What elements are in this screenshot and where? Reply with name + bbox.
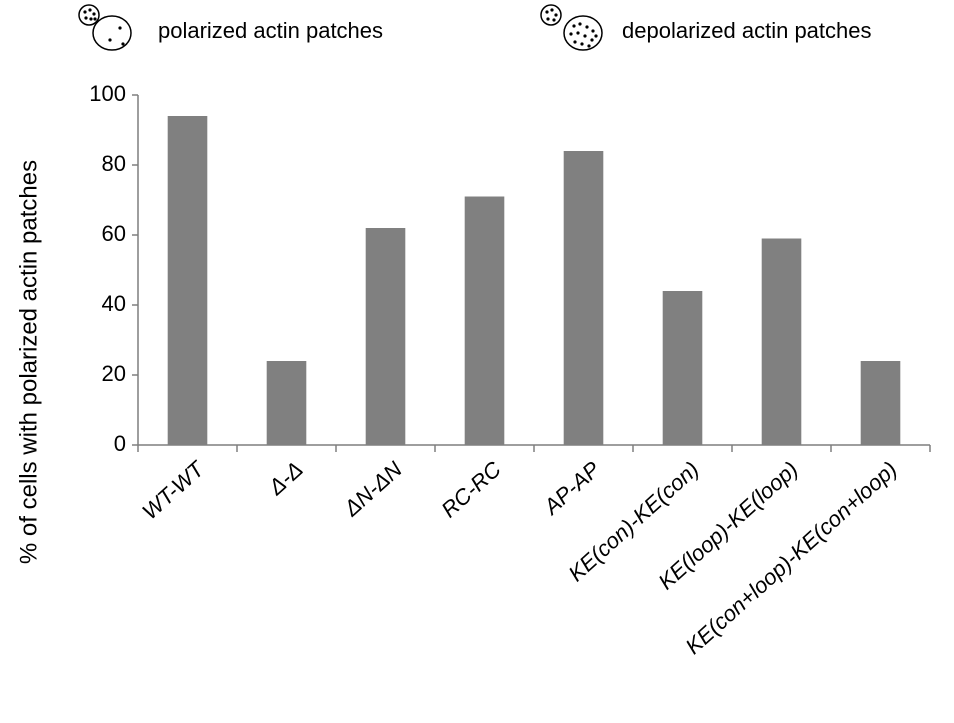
x-tick-label: ΔN-ΔN	[338, 456, 407, 521]
legend-icon-depolarized	[541, 5, 602, 50]
legend-label: polarized actin patches	[158, 18, 383, 43]
x-tick-label: Δ-Δ	[263, 456, 308, 500]
bar	[366, 228, 406, 445]
bar	[267, 361, 307, 445]
x-tick-label: AP-AP	[537, 456, 605, 520]
x-tick-label: WT-WT	[137, 455, 210, 524]
y-tick-label: 60	[102, 221, 126, 246]
y-tick-label: 80	[102, 151, 126, 176]
bar	[168, 116, 208, 445]
bar	[762, 239, 802, 446]
y-tick-label: 0	[114, 431, 126, 456]
bar	[564, 151, 604, 445]
y-tick-label: 40	[102, 291, 126, 316]
chart: polarized actin patches depolarized acti…	[0, 0, 954, 723]
bar	[663, 291, 703, 445]
bar	[465, 197, 505, 446]
y-tick-label: 20	[102, 361, 126, 386]
legend-icon-polarized	[79, 5, 131, 50]
bar	[861, 361, 901, 445]
y-axis-label: % of cells with polarized actin patches	[15, 160, 42, 564]
y-tick-label: 100	[89, 81, 126, 106]
x-tick-label: RC-RC	[436, 456, 505, 522]
legend-label: depolarized actin patches	[622, 18, 872, 43]
x-tick-label: KE(con+loop)-KE(con+loop)	[681, 456, 902, 659]
